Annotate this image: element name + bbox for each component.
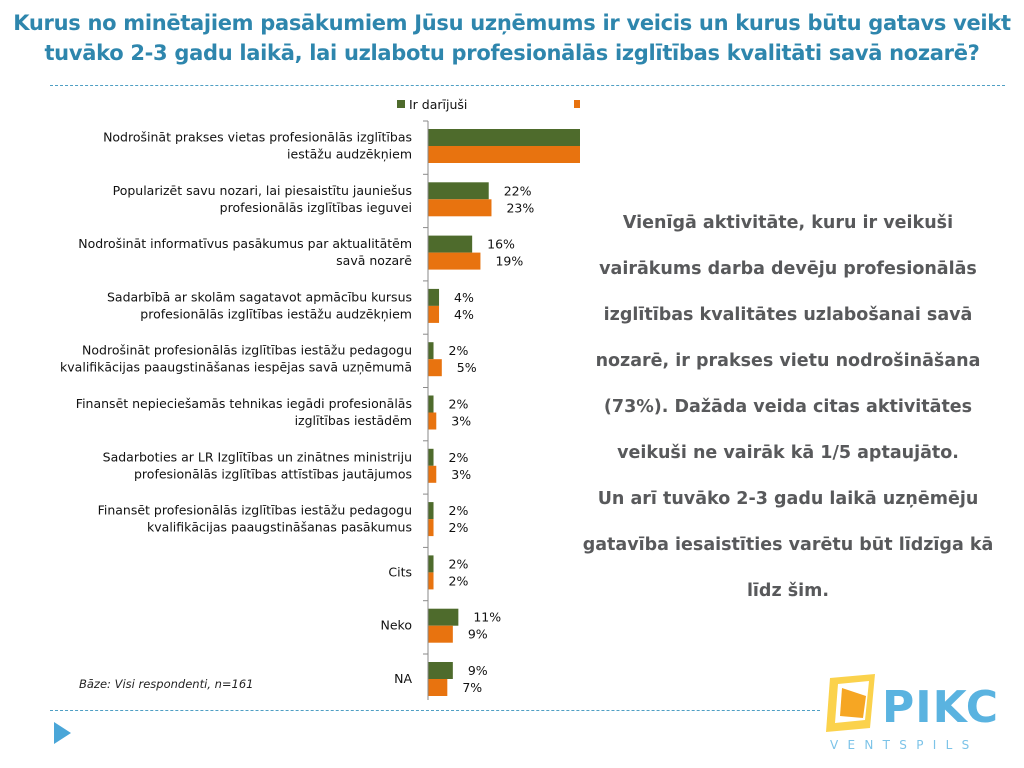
category-label: Finansēt nepieciešamās tehnikas iegādi p… <box>76 396 412 411</box>
data-label: 5% <box>457 360 477 375</box>
bar-ir-darijusi <box>428 342 434 360</box>
bar-ir-darijusi <box>428 182 489 200</box>
data-label: 2% <box>449 397 469 412</box>
title-divider <box>50 85 1005 86</box>
category-label: NA <box>394 671 412 686</box>
legend-swatch <box>397 100 405 108</box>
data-label: 11% <box>473 610 501 625</box>
category-label: kvalifikācijas paaugstināšanas iespējas … <box>60 360 412 375</box>
bar-ir-darijusi <box>428 288 440 306</box>
legend-label: Ir darījuši <box>409 97 467 112</box>
data-label: 2% <box>449 450 469 465</box>
logo-name: PIKC <box>882 682 999 733</box>
data-label: 19% <box>495 254 523 269</box>
bar-butu-gatavi <box>428 359 442 377</box>
bar-ir-darijusi <box>428 555 434 573</box>
data-label: 22% <box>504 183 532 198</box>
category-label: profesionālās izglītības attīstības jaut… <box>134 466 412 481</box>
bar-butu-gatavi <box>428 625 453 643</box>
page-title: Kurus no minētajiem pasākumiem Jūsu uzņē… <box>13 11 1011 65</box>
legend-swatch <box>574 100 580 108</box>
data-label: 23% <box>506 200 534 215</box>
category-label: Cits <box>388 564 412 579</box>
category-label: Finansēt profesionālās izglītības iestāž… <box>98 503 412 518</box>
bar-butu-gatavi <box>428 305 440 323</box>
category-label: Sadarboties ar LR Izglītības un zinātnes… <box>103 449 412 464</box>
commentary-text: Vienīgā aktivitāte, kuru ir veikuši vair… <box>578 200 998 614</box>
bar-ir-darijusi <box>428 662 453 679</box>
data-label: 7% <box>462 680 482 695</box>
category-label: Neko <box>381 618 412 633</box>
category-label: savā nozarē <box>336 253 412 268</box>
bar-ir-darijusi <box>428 395 434 413</box>
category-label: izglītības iestādēm <box>295 413 412 428</box>
bar-butu-gatavi <box>428 519 434 537</box>
data-label: 2% <box>449 573 469 588</box>
logo-mark-icon <box>826 674 875 732</box>
logo-subtitle: VENTSPILS <box>830 738 979 752</box>
category-label: Nodrošināt profesionālās izglītības iest… <box>82 343 412 358</box>
data-label: 2% <box>449 556 469 571</box>
footer-divider <box>50 710 820 711</box>
bar-ir-darijusi <box>428 235 473 253</box>
category-label: Nodrošināt prakses vietas profesionālās … <box>103 130 412 145</box>
data-label: 16% <box>487 237 515 252</box>
bar-ir-darijusi <box>428 129 580 146</box>
data-label: 3% <box>451 414 471 429</box>
category-label: Sadarbībā ar skolām sagatavot apmācību k… <box>107 289 412 304</box>
data-label: 2% <box>449 520 469 535</box>
next-slide-arrow-icon[interactable] <box>54 722 71 744</box>
category-label: kvalifikācijas paaugstināšanas pasākumus <box>147 520 412 535</box>
bar-butu-gatavi <box>428 572 434 590</box>
commentary-paragraph-2: Un arī tuvāko 2-3 gadu laikā uzņēmēju ga… <box>582 489 994 601</box>
pikc-logo: PIKC VENTSPILS <box>826 674 999 752</box>
data-label: 2% <box>449 503 469 518</box>
bar-butu-gatavi <box>428 199 492 217</box>
data-label: 2% <box>449 343 469 358</box>
bar-butu-gatavi <box>428 412 437 430</box>
category-label: iestāžu audzēkņiem <box>287 147 412 162</box>
bar-ir-darijusi <box>428 502 434 520</box>
bar-butu-gatavi <box>428 146 580 163</box>
bar-butu-gatavi <box>428 465 437 483</box>
category-label: profesionālās izglītības iestāžu audzēkņ… <box>140 306 412 321</box>
category-label: profesionālās izglītības ieguvei <box>220 200 412 215</box>
category-label: Popularizēt savu nozari, lai piesaistītu… <box>113 183 412 198</box>
commentary-paragraph-1: Vienīgā aktivitāte, kuru ir veikuši vair… <box>595 213 981 463</box>
data-label: 9% <box>468 663 488 678</box>
category-label: Nodrošināt informatīvus pasākumus par ak… <box>78 236 412 251</box>
data-label: 4% <box>454 290 474 305</box>
data-label: 3% <box>451 467 471 482</box>
bar-ir-darijusi <box>428 448 434 466</box>
data-label: 9% <box>468 627 488 642</box>
data-label: 4% <box>454 307 474 322</box>
bar-chart: Ir darījušiBūtu gatavi darītNodrošināt p… <box>60 97 580 700</box>
bar-butu-gatavi <box>428 252 481 270</box>
bar-butu-gatavi <box>428 679 448 696</box>
bar-ir-darijusi <box>428 608 459 626</box>
base-note: Bāze: Visi respondenti, n=161 <box>79 677 254 691</box>
